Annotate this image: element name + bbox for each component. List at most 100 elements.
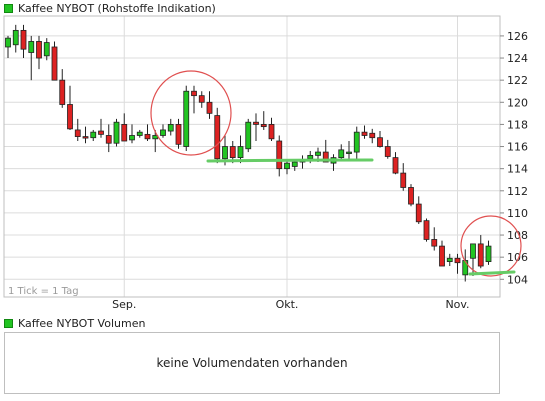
- candle-body: [400, 172, 407, 188]
- candle: [245, 118, 252, 153]
- tick-note: 1 Tick = 1 Tag: [8, 286, 79, 297]
- candle: [206, 91, 213, 119]
- candle: [392, 152, 399, 175]
- candle: [144, 124, 151, 142]
- candle-body: [198, 95, 205, 103]
- candle-body: [121, 124, 128, 142]
- candle: [198, 91, 205, 108]
- y-axis-ticks: 104 106 108 110 112 114 116 118 120 122 124 126: [500, 30, 528, 286]
- volume-chart-title: Kaffee NYBOT Volumen: [18, 316, 146, 330]
- candle: [214, 107, 221, 164]
- candle: [175, 118, 182, 149]
- candle-body: [51, 46, 58, 81]
- candle-body: [222, 146, 228, 160]
- candle: [400, 163, 407, 191]
- candle-body: [408, 187, 414, 205]
- price-panel-frame: [3, 15, 501, 298]
- candle-body: [59, 79, 66, 105]
- candle: [43, 38, 50, 61]
- candle: [67, 85, 73, 130]
- y-tick-label: 122: [507, 74, 528, 87]
- candle: [361, 125, 368, 139]
- candle: [51, 41, 58, 81]
- volume-legend: Kaffee NYBOT Volumen: [4, 316, 145, 330]
- candle-body: [28, 41, 35, 53]
- candle-body: [144, 133, 151, 140]
- candle: [121, 113, 128, 142]
- candle-body: [237, 146, 244, 159]
- candle: [439, 240, 445, 267]
- x-axis-ticks: Sep. Okt. Nov.: [112, 298, 469, 311]
- y-tick-label: 110: [507, 207, 528, 220]
- candle-body: [136, 131, 143, 136]
- candle: [160, 124, 166, 138]
- candle-body: [338, 149, 345, 159]
- candle: [369, 128, 376, 144]
- candle-body: [415, 203, 422, 223]
- chart-grid: [4, 16, 500, 297]
- candle-body: [167, 124, 174, 132]
- candle-body: [307, 154, 314, 160]
- candle: [299, 155, 306, 169]
- candle: [462, 249, 469, 282]
- candle-body: [377, 137, 383, 147]
- candle: [253, 113, 259, 142]
- candle-body: [36, 41, 42, 59]
- candle-body: [67, 104, 73, 130]
- price-chart: 104 106 108 110 112 114 116 118 120 122 124 126 Sep…: [3, 15, 528, 311]
- candle: [276, 135, 283, 177]
- volume-legend-swatch: [4, 318, 13, 328]
- candle: [12, 24, 19, 53]
- candle: [113, 118, 120, 147]
- price-legend: Kaffee NYBOT (Rohstoffe Indikation): [4, 1, 216, 15]
- y-tick-label: 114: [507, 163, 528, 176]
- candle-body: [260, 124, 267, 128]
- candle-body: [183, 90, 190, 147]
- volume-panel: [4, 332, 500, 394]
- candle-body: [245, 121, 252, 150]
- candle-body: [284, 162, 290, 170]
- candle: [36, 35, 42, 70]
- candle: [377, 131, 383, 148]
- candle: [284, 159, 290, 175]
- candle: [477, 235, 484, 269]
- candle: [28, 35, 35, 81]
- candle-body: [291, 161, 298, 167]
- candle-body: [322, 151, 329, 163]
- candle-body: [353, 131, 360, 153]
- candle-body: [423, 220, 430, 240]
- candle-body: [82, 136, 89, 139]
- x-tick-label: Nov.: [445, 298, 469, 311]
- candle-body: [462, 260, 469, 276]
- y-tick-label: 116: [507, 141, 528, 154]
- candle: [129, 124, 135, 144]
- candle-body: [105, 135, 112, 144]
- volume-no-data-message: keine Volumendaten vorhanden: [156, 356, 348, 370]
- y-tick-label: 124: [507, 52, 528, 65]
- candle: [268, 117, 275, 142]
- candle-body: [43, 42, 50, 57]
- y-tick-label: 112: [507, 185, 528, 198]
- candle-body: [12, 29, 19, 46]
- candle-body: [5, 37, 11, 48]
- candle-body: [485, 245, 492, 262]
- candle-body: [253, 121, 259, 125]
- candle-body: [175, 124, 182, 145]
- candle: [20, 24, 27, 59]
- candle-body: [477, 243, 484, 267]
- candle: [346, 141, 352, 160]
- x-tick-label: Okt.: [276, 298, 299, 311]
- support-line-okt: [206, 158, 374, 163]
- y-tick-label: 108: [507, 229, 528, 242]
- candle-body: [98, 130, 104, 135]
- y-tick-label: 126: [507, 30, 528, 43]
- candle: [191, 85, 197, 114]
- candle: [90, 129, 97, 142]
- candle: [237, 135, 244, 164]
- candle: [260, 111, 267, 130]
- candle-body: [90, 131, 97, 139]
- candle: [446, 253, 453, 267]
- candle: [59, 69, 66, 108]
- candle: [338, 144, 345, 160]
- candle-body: [446, 257, 453, 262]
